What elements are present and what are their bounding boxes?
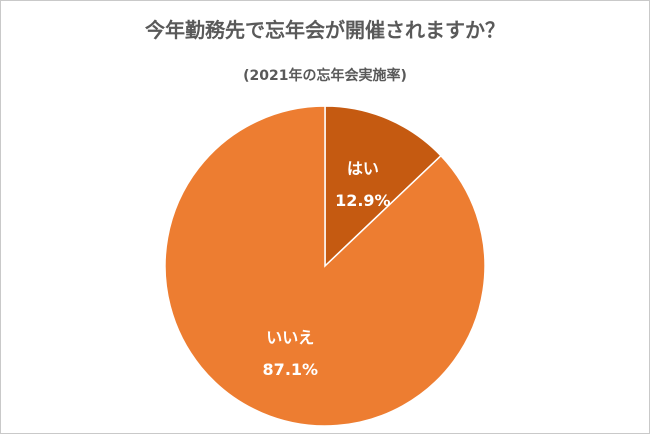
slice-category-label: はい bbox=[347, 159, 379, 178]
chart-subtitle: (2021年の忘年会実施率) bbox=[243, 68, 407, 84]
slice-value-label: 12.9% bbox=[335, 191, 391, 210]
slice-value-label: 87.1% bbox=[263, 360, 319, 379]
pie-slices bbox=[164, 105, 486, 427]
pie-slice bbox=[164, 105, 486, 427]
slice-category-label: いいえ bbox=[266, 328, 314, 347]
pie-slice bbox=[324, 105, 443, 268]
chart-title: 今年勤務先で忘年会が開催されますか？ bbox=[145, 18, 505, 42]
pie-labels: はい 12.9% いいえ 87.1% bbox=[263, 159, 391, 379]
